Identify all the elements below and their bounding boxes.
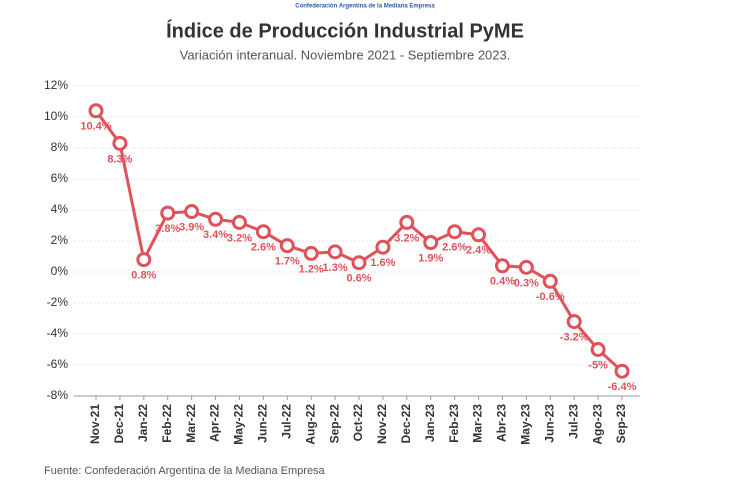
- data-label: 1.3%: [323, 262, 348, 274]
- point: [447, 224, 463, 240]
- data-label: 1.6%: [370, 257, 395, 269]
- x-tick-label: Jun-22: [256, 404, 270, 443]
- point: [136, 252, 152, 268]
- x-tick-label: Jun-23: [542, 404, 556, 443]
- x-tick-label: Apr-22: [208, 404, 222, 442]
- data-label: -6.4%: [608, 381, 637, 393]
- y-tick-label: 10%: [44, 109, 68, 123]
- point: [590, 342, 606, 357]
- chart-subtitle: Variación interanual. Noviembre 2021 - S…: [180, 47, 511, 62]
- x-tick-label: Jul-22: [279, 404, 293, 439]
- data-label: 1.2%: [299, 263, 324, 275]
- point: [231, 214, 247, 230]
- point: [184, 204, 200, 220]
- data-label: -5%: [588, 359, 608, 371]
- source: Fuente: Confederación Argentina de la Me…: [44, 465, 326, 477]
- point: [327, 244, 343, 260]
- y-tick-label: 4%: [51, 202, 69, 216]
- data-label: 0.4%: [490, 276, 515, 288]
- data-label: 0.3%: [514, 277, 539, 289]
- point: [399, 214, 415, 230]
- x-tick-label: Nov-22: [375, 404, 389, 444]
- data-label: 3.2%: [394, 232, 419, 244]
- data-label: 2.4%: [466, 245, 491, 257]
- x-tick-label: Feb-22: [160, 404, 174, 443]
- point: [494, 258, 510, 274]
- point: [208, 211, 224, 227]
- x-tick-label: Jan-22: [136, 404, 150, 442]
- data-label: 3.2%: [227, 232, 252, 244]
- x-tick-label: Aug-22: [303, 404, 317, 445]
- point: [471, 227, 487, 243]
- point: [375, 239, 391, 255]
- x-tick-label: Sep-22: [327, 404, 341, 444]
- y-tick-label: 8%: [51, 140, 69, 154]
- data-label: 0.8%: [131, 270, 156, 282]
- x-tick-label: Ago-23: [590, 404, 604, 445]
- point: [255, 224, 271, 240]
- x-tick-label: Mar-22: [184, 404, 198, 443]
- x-tick-label: Jul-23: [566, 404, 580, 439]
- y-tick-label: 2%: [51, 233, 69, 247]
- data-label: 0.6%: [346, 273, 371, 285]
- point: [566, 314, 582, 330]
- x-tick-label: Dec-22: [399, 404, 413, 444]
- x-tick-label: Oct-22: [351, 404, 365, 442]
- data-label: 10.4%: [80, 121, 111, 133]
- chart-title: Índice de Producción Industrial PyME: [166, 19, 524, 42]
- x-tick-label: May-23: [519, 404, 533, 445]
- data-label: 3.9%: [179, 221, 204, 233]
- x-tick-label: Nov-21: [88, 404, 102, 444]
- data-label: 2.6%: [251, 242, 276, 254]
- data-label: 8.3%: [107, 153, 132, 165]
- data-label: -0.6%: [536, 291, 565, 303]
- point: [542, 273, 558, 289]
- x-tick-label: Feb-23: [447, 404, 461, 443]
- point: [279, 238, 295, 254]
- x-tick-label: Jan-23: [423, 404, 437, 442]
- data-label: 1.7%: [275, 256, 300, 268]
- y-tick-label: 0%: [51, 264, 69, 278]
- y-tick-label: -2%: [47, 295, 69, 309]
- data-label: 1.9%: [418, 252, 443, 264]
- point: [88, 103, 104, 119]
- x-tick-label: May-22: [232, 404, 246, 445]
- y-tick-label: -4%: [47, 326, 69, 340]
- point: [112, 135, 128, 151]
- x-tick-label: Sep-23: [614, 404, 628, 444]
- data-label: 2.6%: [442, 242, 467, 254]
- data-label: 3.8%: [155, 223, 180, 235]
- point: [303, 245, 319, 261]
- point: [518, 259, 534, 275]
- x-tick-label: Abr-23: [495, 404, 509, 442]
- x-tick-label: Mar-23: [471, 404, 485, 443]
- y-tick-label: 12%: [44, 78, 68, 92]
- data-label: 3.4%: [203, 229, 228, 241]
- point: [160, 205, 176, 221]
- y-tick-label: 6%: [51, 171, 69, 185]
- point: [351, 255, 367, 271]
- point: [423, 235, 439, 251]
- y-tick-label: -8%: [47, 388, 69, 402]
- header: Confederación Argentina de la Mediana Em…: [295, 4, 435, 10]
- point: [614, 363, 630, 379]
- data-label: -3.2%: [560, 332, 589, 344]
- x-tick-label: Dec-21: [112, 404, 126, 444]
- y-tick-label: -6%: [47, 357, 69, 371]
